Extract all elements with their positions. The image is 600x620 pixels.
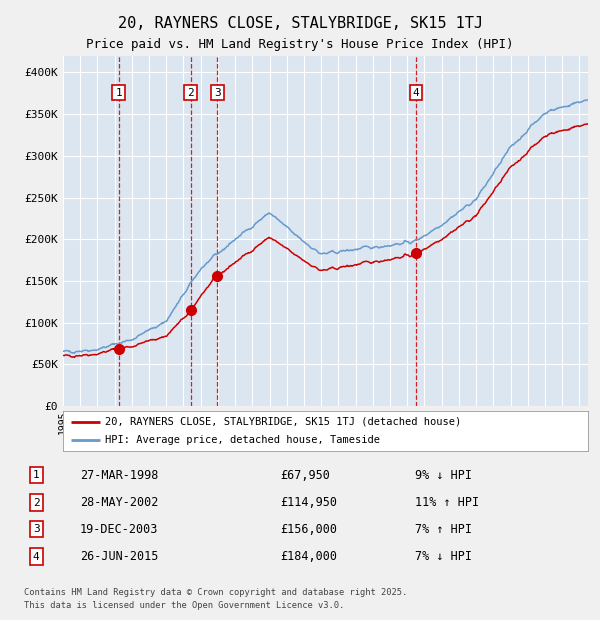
Text: 2: 2 [33,498,40,508]
Text: 26-JUN-2015: 26-JUN-2015 [80,550,158,563]
Text: 7% ↓ HPI: 7% ↓ HPI [415,550,472,563]
Text: 4: 4 [33,552,40,562]
Text: 28-MAY-2002: 28-MAY-2002 [80,496,158,509]
Text: Price paid vs. HM Land Registry's House Price Index (HPI): Price paid vs. HM Land Registry's House … [86,38,514,51]
Text: 1: 1 [33,470,40,480]
Text: £114,950: £114,950 [281,496,338,509]
Text: £156,000: £156,000 [281,523,338,536]
Text: 9% ↓ HPI: 9% ↓ HPI [415,469,472,482]
Text: 2: 2 [187,87,194,97]
Text: 20, RAYNERS CLOSE, STALYBRIDGE, SK15 1TJ: 20, RAYNERS CLOSE, STALYBRIDGE, SK15 1TJ [118,16,482,31]
Text: 1: 1 [115,87,122,97]
Text: 3: 3 [33,524,40,534]
Text: 19-DEC-2003: 19-DEC-2003 [80,523,158,536]
Text: 20, RAYNERS CLOSE, STALYBRIDGE, SK15 1TJ (detached house): 20, RAYNERS CLOSE, STALYBRIDGE, SK15 1TJ… [105,417,461,427]
Text: £67,950: £67,950 [281,469,331,482]
Text: This data is licensed under the Open Government Licence v3.0.: This data is licensed under the Open Gov… [24,601,344,611]
Text: HPI: Average price, detached house, Tameside: HPI: Average price, detached house, Tame… [105,435,380,446]
Text: 4: 4 [412,87,419,97]
Text: £184,000: £184,000 [281,550,338,563]
Text: 27-MAR-1998: 27-MAR-1998 [80,469,158,482]
Text: Contains HM Land Registry data © Crown copyright and database right 2025.: Contains HM Land Registry data © Crown c… [24,588,407,597]
Text: 3: 3 [214,87,221,97]
Text: 7% ↑ HPI: 7% ↑ HPI [415,523,472,536]
Text: 11% ↑ HPI: 11% ↑ HPI [415,496,479,509]
